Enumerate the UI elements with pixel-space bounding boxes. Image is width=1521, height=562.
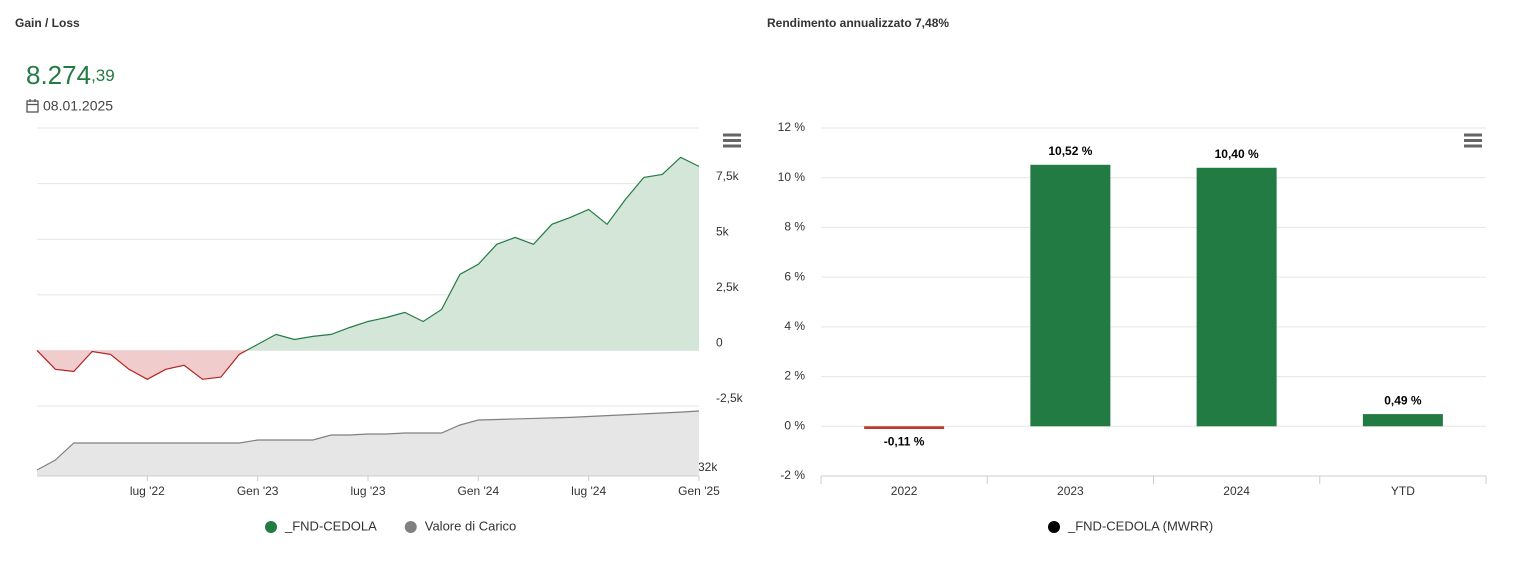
legend-marker <box>1048 521 1060 533</box>
x-tick-label: Gen '23 <box>237 484 279 498</box>
y-tick-label: 2,5k <box>716 280 740 294</box>
y-tick-label: 12 % <box>778 120 806 134</box>
menu-icon[interactable] <box>723 133 741 148</box>
menu-icon[interactable] <box>1464 133 1482 148</box>
bar <box>864 426 945 430</box>
data-label: 10,40 % <box>1215 147 1259 161</box>
x-tick-label: 2022 <box>891 484 918 498</box>
x-tick-label: lug '23 <box>351 484 386 498</box>
x-tick-label: lug '22 <box>130 484 165 498</box>
legend-label: Valore di Carico <box>425 518 517 533</box>
headline-value: 8.274,39 <box>26 60 115 90</box>
headline-integer: 8.274 <box>26 60 91 90</box>
data-label: -0,11 % <box>884 434 925 448</box>
headline-date: 08.01.2025 <box>43 98 113 114</box>
x-tick-label: Gen '24 <box>458 484 500 498</box>
x-tick-label: 2024 <box>1223 484 1250 498</box>
y-tick-label: 6 % <box>784 269 805 283</box>
y-tick-label: 0 <box>716 336 723 350</box>
series-line <box>36 410 700 471</box>
bar <box>1030 164 1111 427</box>
y-tick-label: -2,5k <box>716 391 744 405</box>
x-tick-label: YTD <box>1391 484 1415 498</box>
y-tick-label: 5k <box>716 224 730 238</box>
y-tick-label: 2 % <box>784 369 805 383</box>
y-tick-label: 10 % <box>778 170 806 184</box>
series-line <box>36 156 700 380</box>
y-tick-label: 0 % <box>784 418 805 432</box>
x-tick-label: lug '24 <box>571 484 606 498</box>
headline-decimal: ,39 <box>91 66 115 85</box>
legend-marker <box>404 521 417 533</box>
bar <box>1362 414 1443 427</box>
series-area <box>37 157 699 380</box>
data-label: 10,52 % <box>1048 144 1092 158</box>
y2-tick-label: 32k <box>698 460 718 474</box>
y-tick-label: -2 % <box>780 468 805 482</box>
y-tick-label: 8 % <box>784 220 805 234</box>
legend-label: _FND-CEDOLA <box>284 518 377 533</box>
bar <box>1196 167 1277 427</box>
chart-title: Rendimento annualizzato 7,48% <box>767 16 949 30</box>
legend-marker <box>265 521 277 533</box>
y-tick-label: 4 % <box>784 319 805 333</box>
data-label: 0,49 % <box>1384 393 1422 407</box>
legend-label: _FND-CEDOLA (MWRR) <box>1067 518 1213 533</box>
calendar-icon <box>26 99 39 113</box>
chart-title: Gain / Loss <box>15 16 80 30</box>
series-area <box>37 411 699 476</box>
x-tick-label: Gen '25 <box>678 484 720 498</box>
y-tick-label: 7,5k <box>716 169 740 183</box>
x-tick-label: 2023 <box>1057 484 1084 498</box>
